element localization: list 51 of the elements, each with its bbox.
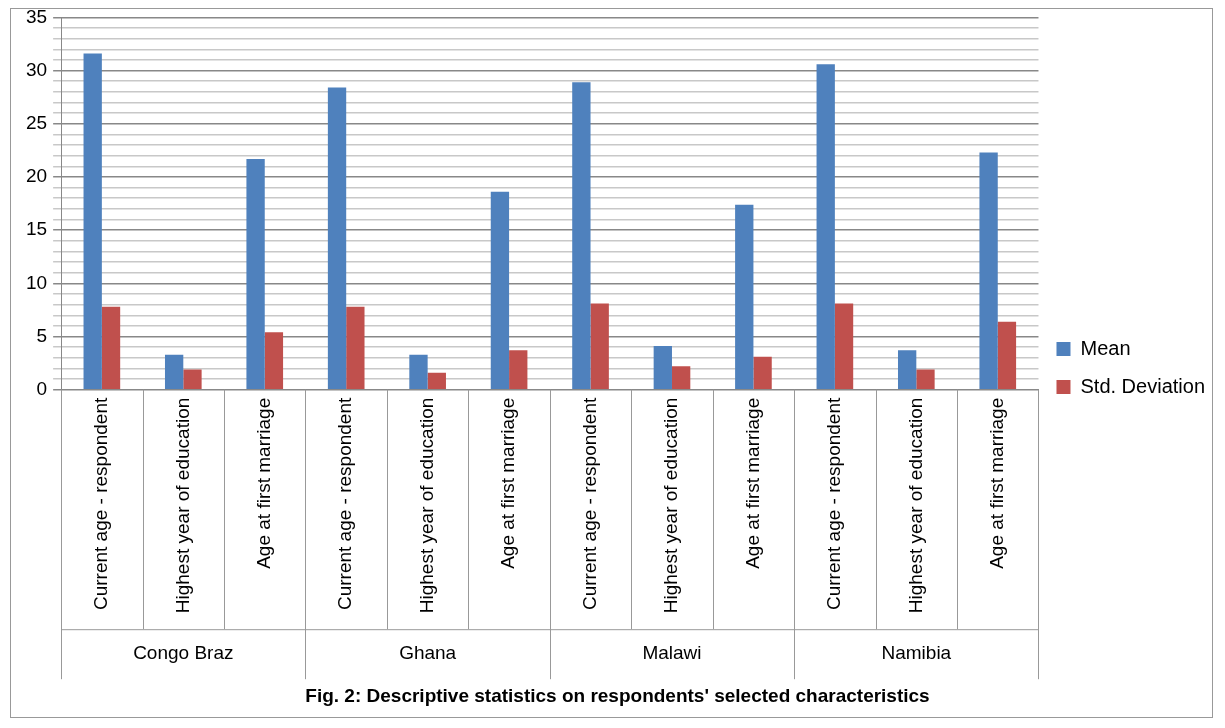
bar bbox=[590, 303, 609, 389]
y-tick-label: 30 bbox=[25, 58, 48, 80]
bar bbox=[653, 346, 672, 389]
x-tick-label: Current age - respondent bbox=[90, 397, 112, 611]
bar bbox=[572, 82, 591, 389]
bar bbox=[509, 350, 528, 389]
bar bbox=[834, 303, 854, 389]
y-tick-label: 25 bbox=[25, 112, 48, 134]
bar bbox=[183, 369, 202, 389]
x-tick-label: Highest year of education bbox=[904, 397, 926, 614]
text: Fig. 2: Descriptive statistics on respondents' selected characteristics bbox=[305, 684, 930, 706]
bar bbox=[264, 332, 284, 389]
bar bbox=[83, 53, 102, 389]
bar bbox=[246, 158, 265, 389]
x-tick-label: Age at first marriage bbox=[741, 397, 763, 569]
bar bbox=[409, 354, 428, 389]
text: Congo Braz bbox=[133, 642, 234, 664]
bar bbox=[671, 366, 691, 389]
bar bbox=[346, 306, 365, 389]
x-tick-label: Age at first marriage bbox=[986, 397, 1007, 569]
bar bbox=[427, 372, 446, 389]
bar bbox=[979, 152, 998, 389]
x-tick-label: Age at first marriage bbox=[497, 397, 519, 569]
bar bbox=[101, 306, 121, 389]
y-tick-label: 10 bbox=[25, 271, 48, 293]
y-tick-label: 15 bbox=[25, 218, 48, 240]
text: Malawi bbox=[642, 642, 702, 664]
x-tick-label: Current age - respondent bbox=[334, 397, 356, 611]
bar bbox=[164, 354, 184, 389]
x-tick-label: Age at first marriage bbox=[252, 397, 274, 569]
text: Ghana bbox=[399, 642, 457, 664]
y-tick-label: 5 bbox=[36, 324, 48, 346]
bar bbox=[327, 87, 347, 389]
x-tick-label: Current age - respondent bbox=[578, 397, 600, 611]
x-tick-label: Current age - respondent bbox=[823, 397, 845, 611]
bar bbox=[490, 191, 510, 389]
y-tick-label: 35 bbox=[25, 5, 48, 27]
text: Namibia bbox=[881, 642, 952, 664]
bar bbox=[997, 321, 1017, 389]
y-tick-label: 0 bbox=[36, 377, 48, 399]
bar bbox=[916, 369, 935, 389]
legend-label: Std. Deviation bbox=[1080, 374, 1205, 397]
bar bbox=[753, 356, 772, 389]
y-tick-label: 20 bbox=[25, 165, 48, 187]
bar bbox=[897, 350, 917, 389]
bar bbox=[816, 64, 835, 389]
legend-label: Mean bbox=[1080, 336, 1131, 359]
x-tick-label: Highest year of education bbox=[660, 397, 682, 614]
x-tick-label: Highest year of education bbox=[171, 397, 193, 614]
bar bbox=[735, 204, 754, 389]
x-tick-label: Highest year of education bbox=[415, 397, 437, 614]
